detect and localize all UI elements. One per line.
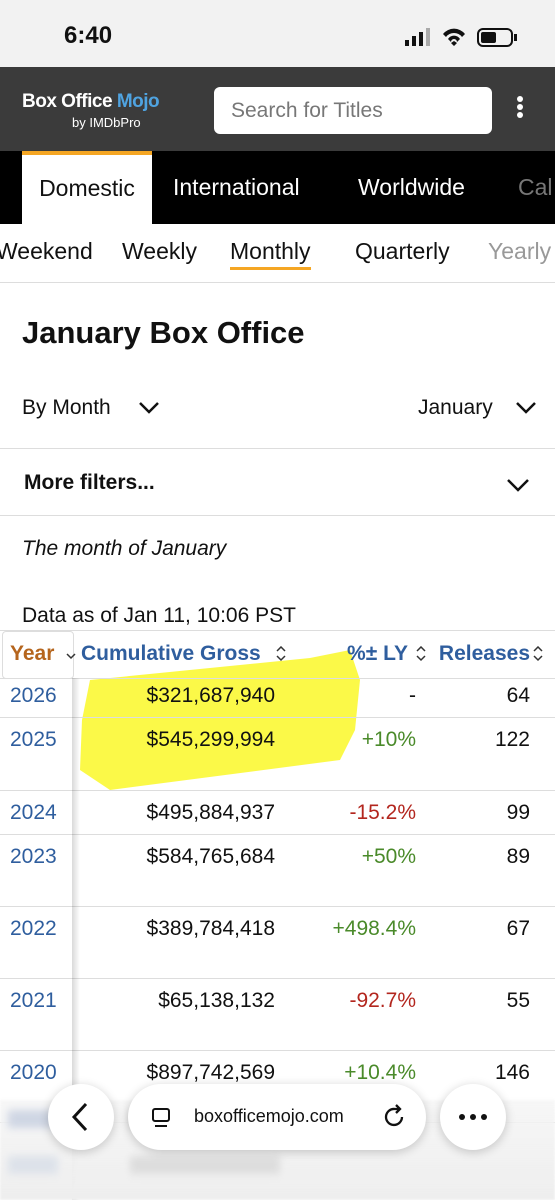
releases-cell: 99: [506, 801, 530, 824]
tab[interactable]: Domestic: [22, 151, 152, 224]
releases-cell: 64: [506, 684, 530, 707]
year-cell[interactable]: 2026: [10, 684, 57, 707]
row-divider: [0, 790, 555, 791]
sticky-column-shadow: [72, 678, 80, 1200]
year-cell[interactable]: 2021: [10, 989, 57, 1012]
status-icons: [405, 28, 517, 47]
subtab[interactable]: Yearly: [488, 238, 552, 264]
row-divider: [0, 1050, 555, 1051]
gross-cell: $389,784,418: [146, 917, 275, 940]
chevron: [516, 402, 536, 414]
tab[interactable]: Cal: [518, 174, 553, 200]
search-placeholder: Search for Titles: [231, 99, 383, 122]
subtab[interactable]: Weekly: [122, 238, 197, 264]
change-cell: -15.2%: [349, 801, 416, 824]
url: boxofficemojo.com: [194, 1106, 344, 1126]
gross-cell: $545,299,994: [146, 728, 275, 751]
divider: [0, 515, 555, 516]
subtab[interactable]: Monthly: [230, 238, 311, 270]
releases-cell: 122: [494, 728, 530, 751]
tab[interactable]: International: [173, 174, 300, 200]
description: The month of January: [22, 537, 227, 560]
sort-icon: [416, 646, 426, 662]
tabs: Domestic International Worldwide Cal: [0, 151, 555, 224]
year-cell[interactable]: 2023: [10, 845, 57, 868]
menu-icon[interactable]: [512, 95, 528, 125]
column-header[interactable]: Year: [10, 642, 55, 665]
releases-cell: 67: [506, 917, 530, 940]
releases-cell: 55: [506, 989, 530, 1012]
row-divider: [0, 978, 555, 979]
more-filters[interactable]: More filters...: [24, 471, 155, 494]
year-cell[interactable]: 2024: [10, 801, 57, 824]
logo-sub: by IMDbPro: [72, 115, 141, 130]
more-button[interactable]: [440, 1084, 506, 1150]
filter-month[interactable]: January: [418, 396, 493, 419]
chevron: [139, 402, 159, 414]
change-cell: +10%: [361, 728, 416, 751]
row-divider: [0, 678, 555, 679]
search-box[interactable]: Search for Titles: [214, 87, 492, 134]
year-cell[interactable]: 2022: [10, 917, 57, 940]
status-bar: 6:40: [0, 0, 555, 67]
change-cell: +50%: [361, 845, 416, 868]
change-cell: -92.7%: [349, 989, 416, 1012]
change-cell: +498.4%: [332, 917, 417, 940]
subtab[interactable]: Quarterly: [355, 238, 450, 264]
back-button[interactable]: [48, 1084, 114, 1150]
gross-cell: $584,765,684: [146, 845, 275, 868]
filter-by[interactable]: By Month: [22, 396, 111, 419]
change-cell: +10.4%: [344, 1061, 416, 1084]
change-cell: -: [409, 684, 416, 707]
page-title: January Box Office: [22, 315, 305, 350]
subtabs: Weekend Weekly Monthly Quarterly Yearly: [0, 224, 555, 283]
column-header[interactable]: %± LY: [347, 642, 408, 665]
row-divider: [0, 906, 555, 907]
address-bar[interactable]: boxofficemojo.com: [128, 1084, 426, 1150]
logo[interactable]: Box Office Mojo: [22, 91, 160, 113]
releases-cell: 89: [506, 845, 530, 868]
chevron: [507, 479, 529, 492]
sort-icon: [533, 646, 543, 662]
logo-main: Box Office: [22, 91, 113, 112]
divider: [0, 448, 555, 449]
gross-cell: $897,742,569: [146, 1061, 275, 1084]
logo-accent: Mojo: [116, 91, 160, 112]
year-cell[interactable]: 2025: [10, 728, 57, 751]
column-header[interactable]: Cumulative Gross: [81, 642, 261, 665]
year-cell[interactable]: 2020: [10, 1061, 57, 1084]
gross-cell: $65,138,132: [158, 989, 275, 1012]
row-divider: [0, 717, 555, 718]
column-header[interactable]: Releases: [438, 642, 530, 665]
releases-cell: 146: [494, 1061, 530, 1084]
time: 6:40: [64, 22, 113, 49]
sort-icon: [66, 653, 76, 660]
tab[interactable]: Worldwide: [358, 174, 465, 200]
data-as-of: Data as of Jan 11, 10:06 PST: [22, 604, 296, 627]
gross-cell: $495,884,937: [146, 801, 275, 824]
table-border: [0, 630, 555, 631]
sort-icon: [276, 646, 286, 662]
row-divider: [0, 834, 555, 835]
subtab[interactable]: Weekend: [0, 238, 93, 264]
highlight-marker: [80, 650, 360, 790]
site-header: Box Office Mojo by IMDbPro Search for Ti…: [0, 67, 555, 151]
gross-cell: $321,687,940: [146, 684, 275, 707]
